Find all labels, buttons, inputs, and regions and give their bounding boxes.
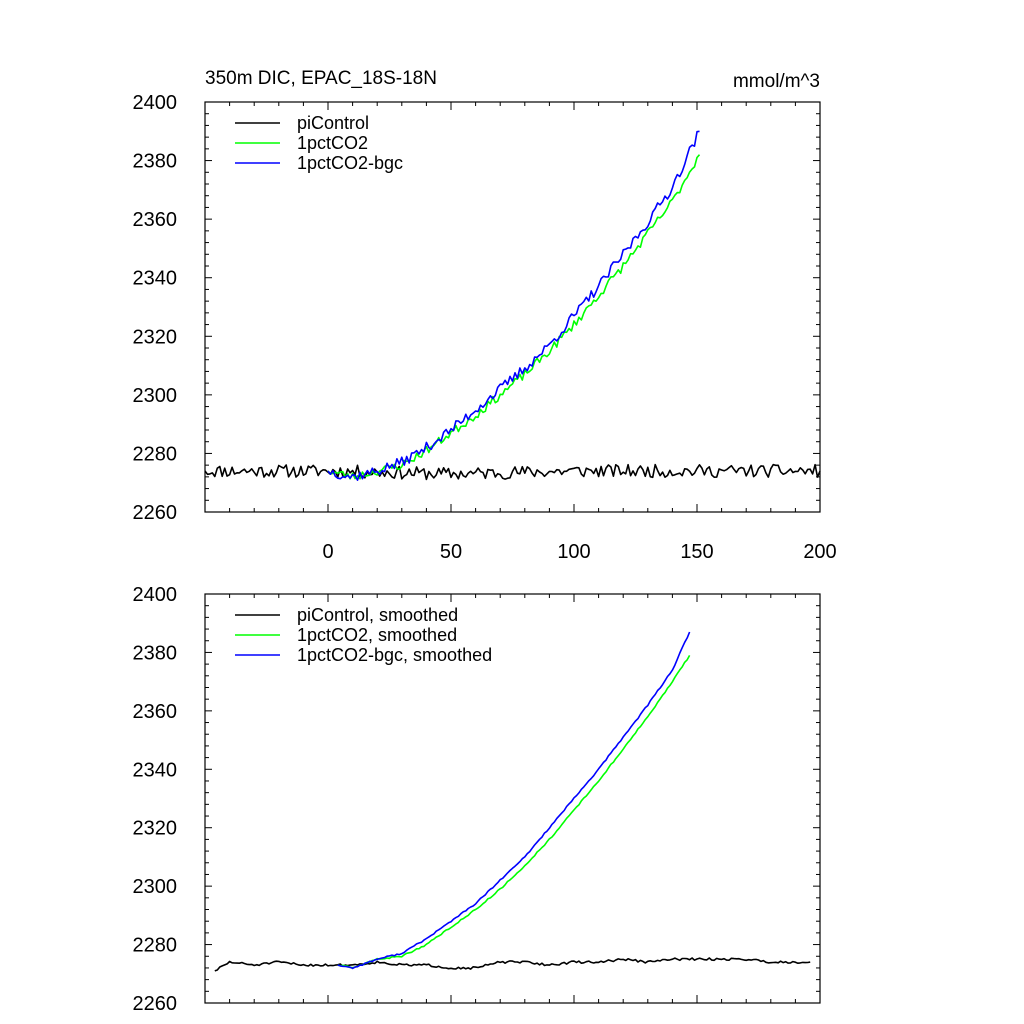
y-tick-label: 2340 [133, 759, 178, 781]
bottom-panel: 2260 2280 2300 2320 2340 2360 2380 2400 piContro… [133, 584, 821, 1015]
y-tick-label: 2300 [133, 876, 178, 898]
y-tick-label: 2280 [133, 443, 178, 465]
y-tick-label: 2280 [133, 935, 178, 957]
y-tick-label: 2300 [133, 385, 178, 407]
y-tick-label: 2320 [133, 818, 178, 840]
units-label: mmol/m^3 [733, 71, 820, 92]
y-tick-label: 2400 [133, 92, 178, 114]
y-tick-label: 2380 [133, 642, 178, 664]
series-line-1pctco2-bgc [327, 130, 700, 482]
series-line-1pctco2-smoothed [337, 655, 691, 969]
legend-label: 1pctCO2, smoothed [297, 625, 457, 645]
y-tick-label: 2380 [133, 151, 178, 173]
chart-title: 350m DIC, EPAC_18S-18N [205, 68, 437, 89]
y-tick-label: 2320 [133, 326, 178, 348]
legend-label: 1pctCO2-bgc, smoothed [297, 645, 492, 665]
series-line-picontrol [204, 463, 821, 481]
legend-label: piControl [297, 113, 369, 133]
y-tick-label: 2260 [133, 993, 178, 1015]
plot-frame [204, 101, 821, 513]
top-panel: 2260 2280 2300 2320 2340 2360 2380 2400 0 50 100 15… [133, 92, 837, 563]
series-line-1pctco2-bgc-smoothed [337, 631, 691, 970]
legend-label: 1pctCO2-bgc [297, 153, 403, 173]
x-tick-label: 200 [803, 541, 836, 563]
y-tick-label: 2260 [133, 502, 178, 524]
series-line-picontrol-smoothed [214, 957, 811, 972]
y-tick-label: 2360 [133, 209, 178, 231]
x-tick-label: 100 [557, 541, 590, 563]
plot-frame [204, 593, 821, 1004]
y-tick-label: 2360 [133, 701, 178, 723]
x-tick-label: 50 [440, 541, 462, 563]
y-tick-label: 2340 [133, 268, 178, 290]
x-tick-label: 0 [322, 541, 333, 563]
legend-label: 1pctCO2 [297, 133, 368, 153]
x-tick-label: 150 [680, 541, 713, 563]
legend-label: piControl, smoothed [297, 605, 458, 625]
y-tick-label: 2400 [133, 584, 178, 606]
